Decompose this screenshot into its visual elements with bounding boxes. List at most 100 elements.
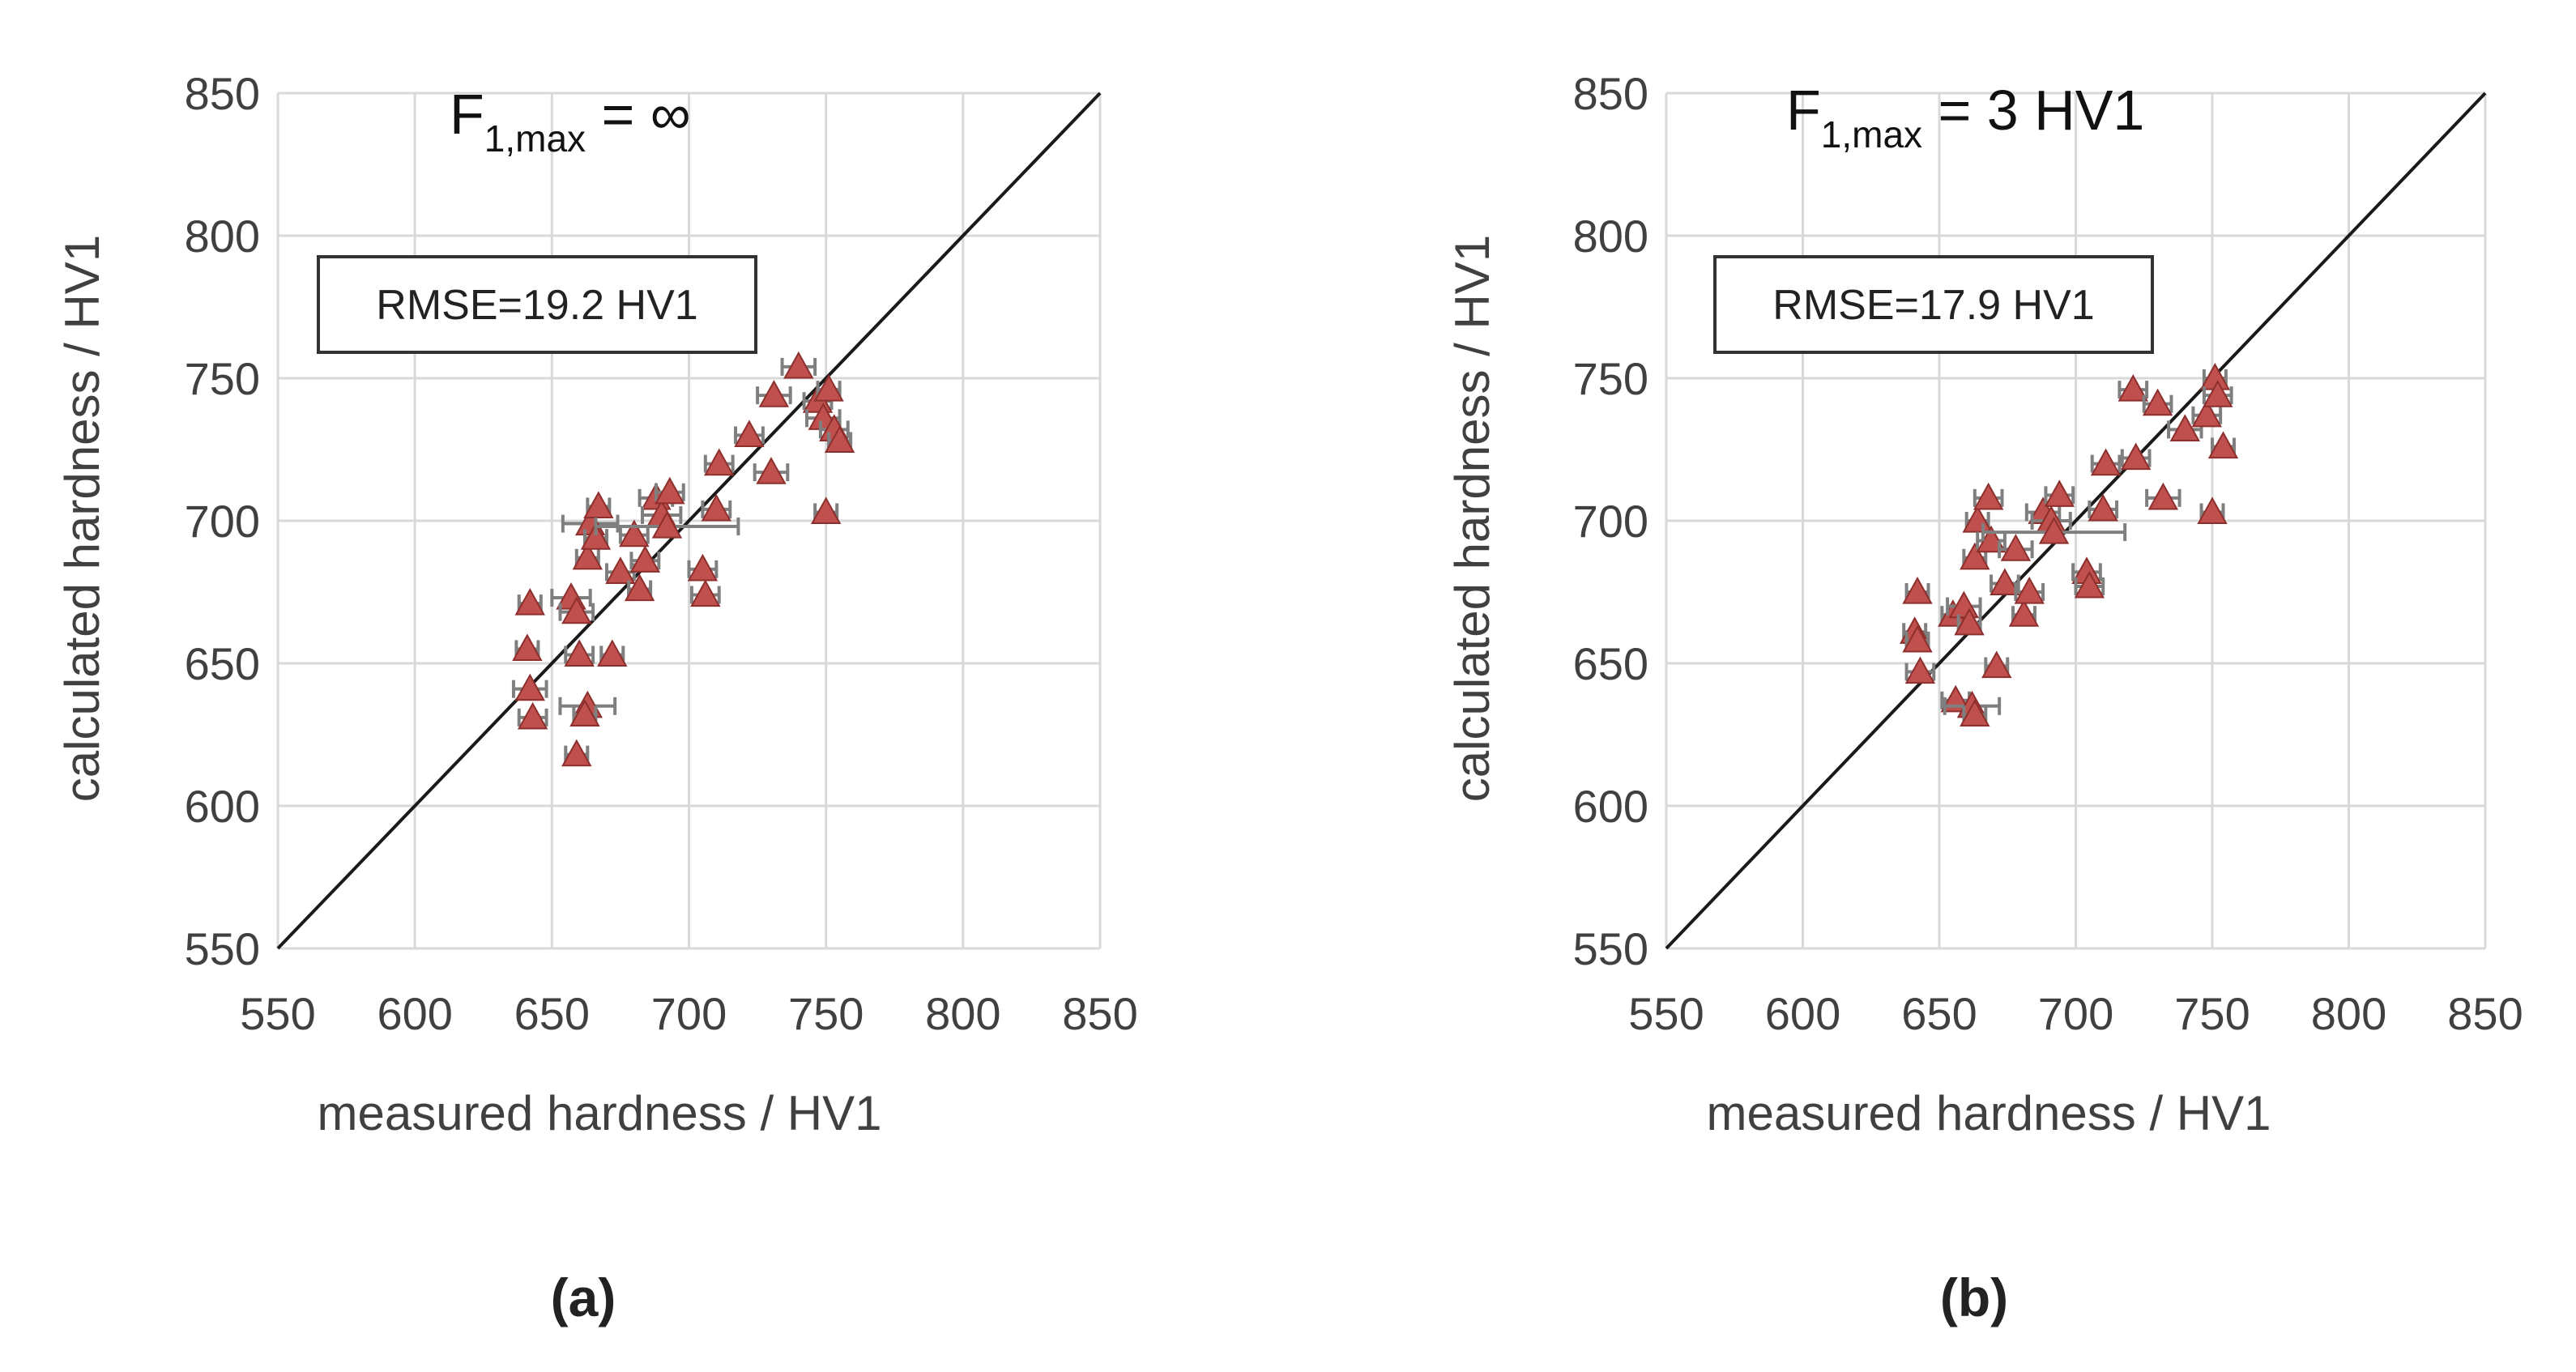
x-tick-label: 650: [1901, 988, 1977, 1039]
triangle-marker: [1902, 624, 1933, 653]
reference-line-layer: [1665, 92, 2487, 950]
data-point: [2142, 388, 2173, 416]
rmse-box: [317, 255, 757, 354]
data-point: [1998, 534, 2034, 561]
y-tick-label: 600: [1573, 781, 1648, 832]
data-point: [2074, 570, 2105, 599]
triangle-marker: [701, 493, 732, 522]
data-points: [1899, 362, 2239, 726]
triangle-marker: [2191, 399, 2222, 428]
x-tick-label: 750: [788, 988, 864, 1039]
data-point: [2088, 493, 2119, 522]
data-point: [1960, 699, 1990, 726]
x-tick-label: 550: [1628, 988, 1704, 1039]
triangle-marker: [810, 496, 842, 525]
triangle-marker: [2147, 482, 2179, 510]
y-tick-label: 800: [185, 211, 260, 262]
data-point: [2191, 399, 2223, 428]
triangle-marker: [783, 351, 814, 379]
data-point: [1902, 576, 1933, 604]
data-point: [2014, 576, 2045, 604]
data-point: [703, 448, 735, 476]
data-point: [2207, 431, 2239, 459]
triangle-marker: [1904, 656, 1936, 684]
triangle-marker: [580, 522, 612, 550]
x-tick-label: 750: [2174, 988, 2250, 1039]
triangle-marker: [1954, 607, 1985, 636]
triangle-marker: [2088, 493, 2118, 522]
data-point: [734, 420, 765, 447]
fmax-label: F1,max = ∞: [450, 83, 691, 160]
rmse-annotation: RMSE=17.9 HV1: [1772, 282, 2094, 329]
triangle-marker: [1960, 699, 1990, 726]
data-point: [780, 351, 817, 379]
triangle-marker: [687, 553, 719, 582]
data-point: [572, 542, 603, 570]
data-point: [583, 491, 614, 518]
triangle-marker: [1960, 542, 1990, 570]
data-point: [1902, 624, 1933, 653]
rmse-annotation: RMSE=19.2 HV1: [376, 282, 697, 329]
x-tick-label: 600: [1765, 988, 1840, 1039]
triangle-marker: [2169, 414, 2200, 441]
x-tick-label: 700: [651, 988, 727, 1039]
tick-labels: 550 600 650 700 750 800 850 550 600 650 700 750 800 8…: [1573, 68, 2523, 1039]
triangle-marker: [1902, 576, 1933, 604]
data-point: [564, 639, 595, 667]
data-point: [512, 633, 543, 661]
panel-label-a: (a): [551, 1268, 616, 1327]
y-tick-label: 750: [1573, 353, 1648, 404]
x-axis-title: measured hardness / HV1: [1706, 1086, 2271, 1140]
x-axis-title: measured hardness / HV1: [317, 1086, 881, 1140]
triangle-marker: [758, 380, 790, 407]
data-point: [618, 519, 650, 548]
data-point: [580, 522, 612, 550]
data-point: [2090, 448, 2122, 476]
triangle-marker: [2044, 479, 2075, 507]
triangle-marker: [2090, 448, 2122, 476]
triangle-marker: [517, 701, 548, 730]
data-point: [1904, 656, 1936, 684]
triangle-marker: [2014, 576, 2045, 604]
data-point: [624, 573, 655, 602]
data-point: [2071, 556, 2102, 584]
data-point: [1946, 590, 1982, 619]
data-point: [687, 553, 719, 582]
data-point: [689, 579, 721, 607]
data-point: [2197, 496, 2228, 525]
data-point: [2202, 380, 2233, 407]
triangle-marker: [2038, 517, 2070, 544]
data-point: [753, 457, 790, 484]
y-tick-label: 850: [185, 68, 260, 119]
data-point: [2044, 479, 2075, 507]
x-tick-label: 800: [2311, 988, 2386, 1039]
x-tick-label: 850: [2447, 988, 2523, 1039]
y-tick-label: 550: [1573, 923, 1648, 974]
triangle-marker: [512, 633, 543, 661]
data-point: [1981, 517, 2127, 544]
triangle-marker: [597, 639, 628, 667]
x-tick-label: 600: [377, 988, 452, 1039]
triangle-marker: [813, 374, 844, 402]
data-point: [569, 699, 600, 726]
data-point: [1960, 542, 1990, 570]
triangle-marker: [629, 545, 661, 573]
x-tick-label: 850: [1062, 988, 1137, 1039]
y-tick-label: 650: [1573, 638, 1648, 689]
triangle-marker: [756, 457, 787, 484]
panel-label-b: (b): [1940, 1268, 2008, 1327]
data-point: [2120, 442, 2152, 471]
triangle-marker: [2118, 374, 2148, 402]
x-tick-label: 550: [240, 988, 315, 1039]
data-point: [597, 639, 628, 667]
rmse-box: [1713, 255, 2154, 354]
x-tick-label: 700: [2038, 988, 2113, 1039]
y-tick-label: 750: [185, 353, 260, 404]
fmax-label: F1,max = 3 HV1: [1786, 79, 2144, 156]
chart-panel-a: 550 600 650 700 750 800 850 550 600 650 700 750 800 8…: [55, 68, 1138, 1327]
triangle-marker: [1981, 650, 2012, 679]
triangle-marker: [569, 699, 600, 726]
triangle-marker: [734, 420, 765, 447]
data-point: [1973, 482, 2004, 510]
triangle-marker: [2000, 534, 2032, 561]
